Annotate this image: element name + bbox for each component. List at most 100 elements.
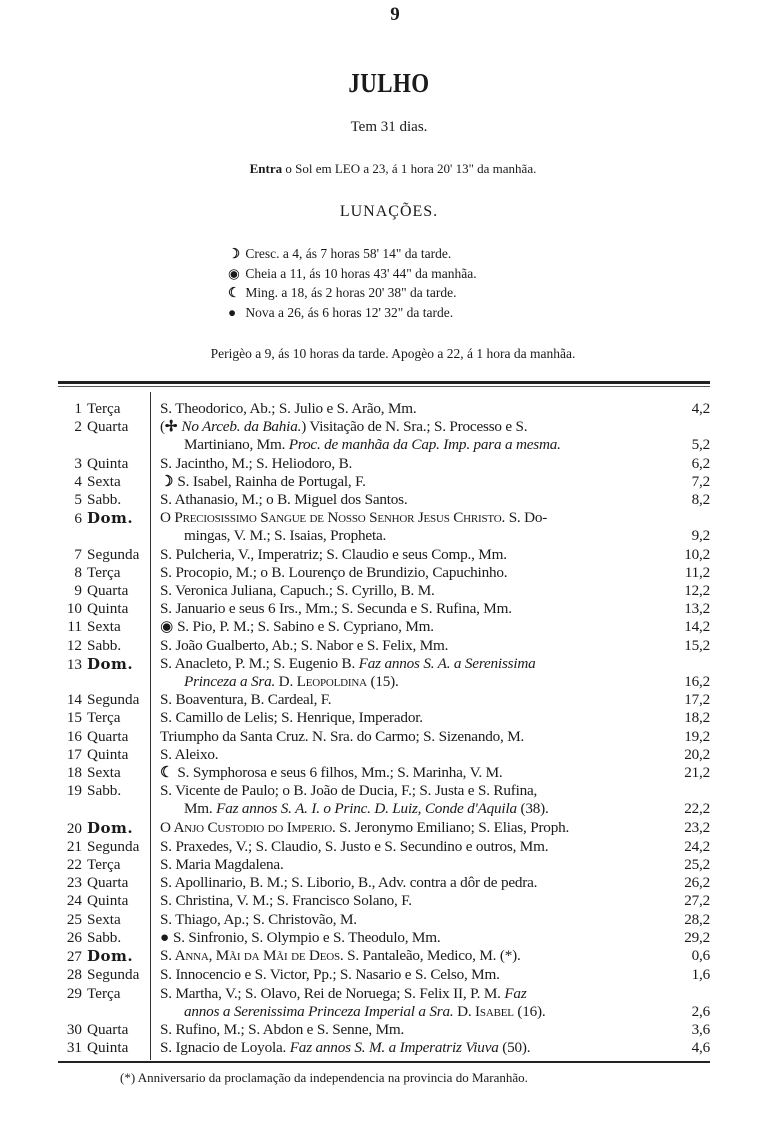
day-cell: 11 Sexta [58, 618, 150, 636]
table-row: 30 Quarta S. Rufino, M.; S. Abdon e S. Sen… [58, 1021, 710, 1039]
day-cell: 31 Quinta [58, 1039, 150, 1057]
day-number: 20 [66, 819, 82, 837]
table-row: 27 Dom. S. Anna, Mãi da Mãi de Deos. S. Pa… [58, 947, 710, 966]
entry-line: mingas, V. M.; S. Isaias, Propheta. 9,2 [160, 527, 710, 545]
entry-segment: S. Pio, P. M.; S. Sabino e S. Cypriano, … [177, 618, 434, 636]
day-cell: 15 Terça [58, 709, 150, 727]
day-number: 14 [66, 691, 82, 709]
saints-cell: S. Januario e seus 6 Irs., Mm.; S. Secun… [150, 600, 710, 618]
moon-age-value: 0,6 [691, 947, 711, 965]
entry-line: Triumpho da Santa Cruz. N. Sra. do Carmo… [160, 728, 710, 746]
day-number: 27 [66, 948, 82, 966]
entry-segment: S. Martha, V.; S. Olavo, Rei de Noruega;… [160, 984, 505, 1002]
weekday: Quarta [87, 1020, 129, 1038]
entry-line: ● S. Sinfronio, S. Olympio e S. Theodulo,… [160, 929, 710, 947]
saints-cell: S. Procopio, M.; o B. Lourenço de Brundi… [150, 564, 710, 582]
weekday: Sabb. [87, 782, 122, 800]
day-number: 31 [66, 1039, 82, 1057]
saints-cell: S. Pulcheria, V., Imperatriz; S. Claudio… [150, 546, 710, 564]
day-number: 13 [66, 655, 82, 673]
entry-text: ◉ S. Pio, P. M.; S. Sabino e S. Cypriano,… [160, 618, 666, 636]
entry-segment: S. Ignacio de Loyola. [160, 1039, 290, 1057]
first-quarter-moon-icon: ☽ [228, 246, 241, 261]
moon-age-value: 17,2 [684, 691, 710, 709]
entry-segment: S. Boaventura, B. Cardeal, F. [160, 691, 332, 709]
saints-cell: S. Christina, V. M.; S. Francisco Solano… [150, 892, 710, 910]
moon-age-value: 28,2 [684, 910, 710, 928]
moon-age-value: 4,2 [691, 400, 711, 417]
moon-age-value: 10,2 [684, 545, 710, 563]
entry-text: ☾ S. Symphorosa e seus 6 filhos, Mm.; S. … [160, 764, 666, 782]
saints-cell: S. Veronica Juliana, Capuch.; S. Cyrillo… [150, 582, 710, 600]
entry-line: Princeza a Sra. D. Leopoldina (15). 16,2 [160, 673, 710, 691]
entry-segment: annos a Serenissima Princeza Imperial a … [184, 1002, 454, 1020]
saints-cell: S. Maria Magdalena. 25,2 [150, 856, 710, 874]
weekday: Sabb. [87, 928, 122, 946]
entry-line: S. Veronica Juliana, Capuch.; S. Cyrillo… [160, 582, 710, 600]
moon-age-value: 1,6 [691, 966, 711, 984]
day-number: 4 [74, 472, 82, 490]
first-quarter-moon-icon: ☽ [160, 472, 174, 490]
month-title: JULHO [348, 68, 430, 98]
last-quarter-moon-icon: ☾ [160, 764, 174, 782]
day-cell: 12 Sabb. [58, 637, 150, 655]
calendar-table: 1 Terça S. Theodorico, Ab.; S. Julio e S. … [58, 400, 710, 1057]
moon-age-value: 9,2 [691, 527, 711, 545]
table-row: 14 Segunda S. Boaventura, B. Cardeal, F. 17… [58, 691, 710, 709]
entry-line: S. Boaventura, B. Cardeal, F. 17,2 [160, 691, 710, 709]
entry-text: S. Camillo de Lelis; S. Henrique, Impera… [160, 709, 666, 727]
moon-age-value: 25,2 [684, 856, 710, 874]
weekday: Quinta [87, 745, 129, 763]
entry-segment: Proc. de manhãa da Cap. Imp. para a mesm… [288, 436, 561, 454]
lunation-text: Cheia a 11, ás 10 horas 43' 44" da manhã… [245, 265, 477, 281]
sun-entry-lead: Entra [249, 161, 283, 176]
lunation-item: ● Nova a 26, ás 6 horas 12' 32" da tarde… [228, 303, 477, 323]
day-number: 29 [66, 984, 82, 1002]
entry-line: S. Camillo de Lelis; S. Henrique, Impera… [160, 709, 710, 727]
lunation-text: Cresc. a 4, ás 7 horas 58' 14" da tarde. [245, 246, 452, 261]
day-cell: 16 Quarta [58, 728, 150, 746]
entry-line: S. João Gualberto, Ab.; S. Nabor e S. Fe… [160, 637, 710, 655]
day-cell: 27 Dom. [58, 947, 150, 966]
entry-line: S. Aleixo. 20,2 [160, 746, 710, 764]
day-cell: 21 Segunda [58, 838, 150, 856]
lunation-text: Ming. a 18, ás 2 horas 20' 38" da tarde. [245, 285, 457, 300]
day-number: 19 [66, 782, 82, 800]
entry-segment: Martiniano, Mm. [184, 436, 289, 454]
moon-age-value: 3,6 [691, 1020, 711, 1038]
entry-segment: S. Anacleto, P. M.; S. Eugenio B. [160, 654, 359, 672]
entry-text: S. Jacintho, M.; S. Heliodoro, B. [160, 455, 666, 473]
weekday: Sexta [87, 910, 121, 928]
entry-line: S. Christina, V. M.; S. Francisco Solano… [160, 892, 710, 910]
page-number: 9 [390, 4, 400, 25]
entry-text: ☽ S. Isabel, Rainha de Portugal, F. [160, 473, 666, 491]
sun-entry: Entra o Sol em LEO a 23, á 1 hora 20' 13… [4, 161, 778, 177]
moon-age-value [666, 655, 710, 673]
saints-cell: S. Apollinario, B. M.; S. Liborio, B., A… [150, 874, 710, 892]
entry-segment: S. Jacintho, M.; S. Heliodoro, B. [160, 454, 353, 472]
entry-segment: mingas, V. M.; S. Isaias, Propheta. [184, 527, 387, 545]
saints-cell: S. Jacintho, M.; S. Heliodoro, B. 6,2 [150, 455, 710, 473]
saints-cell: O Preciosissimo Sangue de Nosso Senhor J… [150, 509, 710, 545]
saints-cell: ☽ S. Isabel, Rainha de Portugal, F. 7,2 [150, 473, 710, 491]
day-cell: 20 Dom. [58, 819, 150, 838]
entry-segment: O Anjo Custodio do Imperio. [160, 818, 336, 836]
entry-segment: S. Symphorosa e seus 6 filhos, Mm.; S. M… [177, 764, 503, 782]
new-moon-icon: ● [228, 304, 237, 320]
entry-text: S. Theodorico, Ab.; S. Julio e S. Arão, … [160, 400, 666, 418]
entry-text: S. Praxedes, V.; S. Claudio, S. Justo e … [160, 838, 666, 856]
saints-cell: ● S. Sinfronio, S. Olympio e S. Theodulo,… [150, 929, 710, 947]
weekday: Segunda [87, 837, 140, 855]
day-cell: 14 Segunda [58, 691, 150, 709]
entry-text: mingas, V. M.; S. Isaias, Propheta. [160, 527, 666, 545]
moon-age-value: 5,2 [691, 436, 711, 454]
entry-line: S. Pulcheria, V., Imperatriz; S. Claudio… [160, 546, 710, 564]
table-row: 3 Quinta S. Jacintho, M.; S. Heliodoro, B.… [58, 455, 710, 473]
entry-line: S. Martha, V.; S. Olavo, Rei de Noruega;… [160, 985, 710, 1003]
entry-line: ☾ S. Symphorosa e seus 6 filhos, Mm.; S. … [160, 764, 710, 782]
table-row: 18 Sexta ☾ S. Symphorosa e seus 6 filhos, M… [58, 764, 710, 782]
saints-cell: Triumpho da Santa Cruz. N. Sra. do Carmo… [150, 728, 710, 746]
day-number: 1 [74, 400, 82, 417]
weekday: Terça [87, 856, 121, 874]
entry-text: S. Christina, V. M.; S. Francisco Solano… [160, 892, 666, 910]
